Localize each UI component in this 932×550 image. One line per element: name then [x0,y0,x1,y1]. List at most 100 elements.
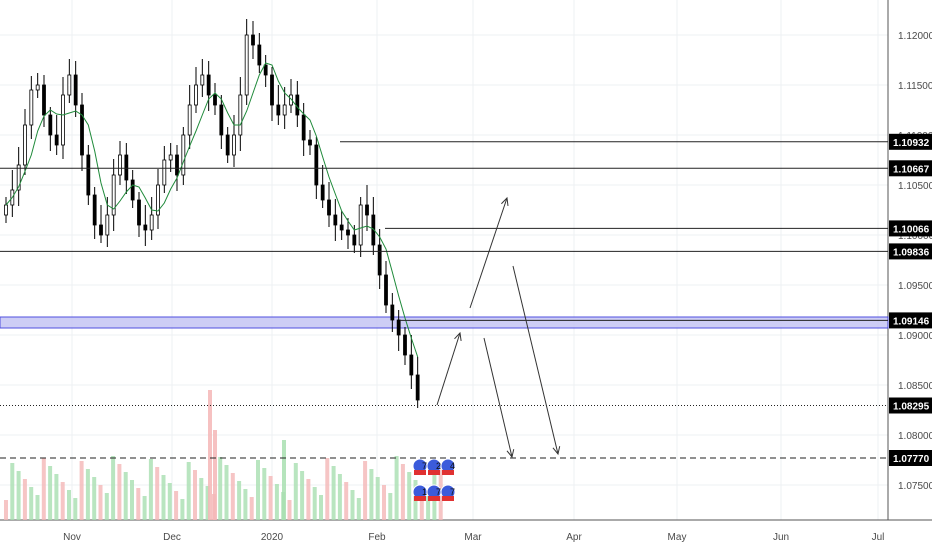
candle-body [54,134,59,146]
candle-body [238,94,243,136]
candle-body [276,104,281,116]
x-tick-label: Dec [163,532,181,543]
volume-bar [319,495,323,520]
volume-bar [274,484,279,520]
candle-body [206,74,211,96]
candle-body [99,224,103,236]
candle-body [403,334,407,356]
candle-body [308,139,312,146]
volume-bar [161,475,166,520]
forecast-arrow[interactable] [512,265,559,455]
forecast-arrow-head [454,331,462,341]
price-level-label: 1.07770 [893,454,930,465]
volume-bar [282,440,286,520]
volume-bar [22,479,27,520]
volume-bar [394,456,399,520]
candle-body [327,199,331,216]
volume-bar [312,487,317,520]
y-tick-label: 1.10500 [898,181,932,192]
volume-bar [256,460,260,520]
event-badge-flag [414,470,426,475]
price-level-label: 1.09146 [893,316,930,327]
candle-body [23,124,27,166]
volume-bar [111,456,116,520]
candle-body [200,74,205,86]
forecast-arrow[interactable] [469,197,508,309]
forecast-arrow-head [506,449,515,459]
candle-body [187,104,192,136]
x-tick-label: 2020 [261,532,284,543]
price-level-label: 1.10932 [893,138,930,149]
candle-body [118,154,122,176]
price-level-label: 1.08295 [893,402,930,413]
volume-bar [35,495,40,520]
candle-body [219,104,224,136]
candle-body [92,194,97,226]
volume-bar [350,490,355,520]
volume-bar [142,496,147,520]
volume-bar [407,472,412,520]
x-tick-label: Apr [566,532,582,543]
candle-body [124,154,129,181]
volume-bar [306,479,311,520]
volume-bar [293,463,298,520]
candle-body [16,164,21,191]
volume-bar [29,487,34,520]
candle-body [352,234,357,246]
volume-bar [363,461,368,520]
y-tick-label: 1.07500 [898,481,932,492]
candle-body [61,94,65,146]
volume-bar [136,488,141,520]
y-tick-label: 1.10000 [898,231,932,242]
volume-bar [180,499,185,520]
candle-body [257,44,262,66]
forecast-arrow[interactable] [436,332,461,406]
candle-body [181,134,186,176]
volume-bar [382,485,386,520]
candle-body [314,144,319,186]
volume-bar [369,469,374,520]
volume-bar [268,476,273,520]
forecast-arrow-head [501,196,509,206]
price-level-label-bg [889,312,932,329]
candle-body [35,84,40,91]
candle-body [143,224,148,231]
candle-body [365,204,369,216]
volume-bar [41,458,46,520]
forecast-arrow[interactable] [483,337,513,458]
volume-bar [426,496,431,520]
volume-bar [325,458,330,520]
volume-bar [237,481,242,520]
price-level-label: 1.10066 [893,224,930,235]
candle-body [162,159,167,186]
candle-body [263,64,268,76]
event-badge-flag [428,470,440,475]
volume-bar [130,480,134,520]
volume-bar [16,471,21,520]
volume-bar [224,465,229,520]
price-level-label-bg [889,243,932,260]
price-level-label-bg [889,133,932,150]
volume-bar [337,474,342,520]
volume-bar [123,472,128,520]
candle-body [251,34,255,46]
candle-body [194,84,198,106]
candle-body [390,304,395,321]
volume-bar [92,477,97,520]
price-level-label-bg [889,450,932,466]
candle-body [282,104,287,116]
candle-body [168,154,173,161]
candle-body [371,214,376,246]
candle-body [156,184,160,216]
candle-body [270,74,274,106]
price-level-label-bg [889,220,932,237]
candle-body [4,204,8,216]
supply-demand-zone[interactable] [0,316,889,329]
forecast-arrow-head [552,446,561,456]
volume-bar [155,467,160,520]
candle-body [301,114,306,141]
volume-bar [167,483,172,520]
price-level-label: 1.09836 [893,247,930,258]
